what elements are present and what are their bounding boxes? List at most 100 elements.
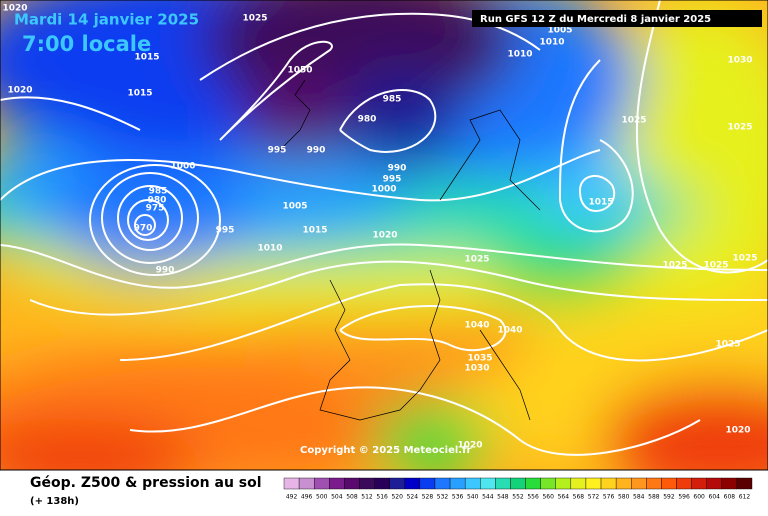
scale-label: 588 (648, 494, 660, 501)
scale-swatch (540, 477, 556, 490)
scale-swatch (570, 477, 587, 490)
isobar-label: 990 (156, 266, 175, 276)
scale-swatch (434, 477, 451, 490)
isobar-label: 1040 (464, 321, 489, 331)
isobar-label: 1010 (257, 244, 282, 254)
forecast-time: 7:00 locale (22, 32, 151, 56)
isobars (0, 0, 768, 456)
scale-swatch (615, 477, 632, 490)
copyright: Copyright © 2025 Meteociel.fr (300, 445, 471, 456)
isobar-label: 1025 (662, 261, 687, 271)
scale-swatch (480, 477, 496, 490)
isobar-label: 980 (148, 196, 167, 206)
scale-label: 512 (361, 494, 373, 501)
scale-swatch (329, 477, 345, 490)
footer-title: Géop. Z500 & pression au sol (30, 475, 262, 491)
scale-label: 492 (286, 494, 298, 501)
scale-swatch (464, 477, 481, 490)
footer-lead: (+ 138h) (30, 496, 79, 507)
isobar-label: 1040 (497, 326, 522, 336)
isobar-label: 1000 (170, 162, 195, 172)
scale-label: 572 (588, 494, 600, 501)
scale-label: 540 (467, 494, 479, 501)
isobar-label: 1015 (588, 198, 613, 208)
coastlines (279, 79, 541, 421)
scale-swatch (721, 477, 738, 490)
isobar-label: 1030 (727, 56, 752, 66)
run-info: Run GFS 12 Z du Mercredi 8 janvier 2025 (480, 14, 711, 25)
isobar-label: 1010 (539, 38, 564, 48)
isobar-label: 1025 (732, 254, 757, 264)
isobar-label: 1020 (725, 426, 750, 436)
scale-label: 496 (301, 494, 313, 501)
scale-swatch (283, 477, 300, 490)
scale-swatch (313, 477, 330, 490)
isobar-label: 990 (388, 164, 407, 174)
isobar-label: 1015 (127, 89, 152, 99)
scale-label: 576 (603, 494, 615, 501)
scale-swatch (374, 477, 390, 490)
scale-swatch (344, 477, 360, 490)
isobar-label: 1000 (371, 185, 396, 195)
scale-swatch (661, 477, 677, 490)
forecast-date: Mardi 14 janvier 2025 (14, 11, 199, 29)
scale-swatch (646, 477, 662, 490)
isobar-label: 1020 (457, 441, 482, 451)
scale-label: 548 (497, 494, 509, 501)
scale-swatch (298, 477, 315, 490)
scale-label: 604 (709, 494, 721, 501)
isobar-label: 995 (383, 175, 402, 185)
isobar-label: 1005 (547, 26, 572, 36)
scale-swatch (706, 477, 723, 490)
isobar-label: 970 (134, 224, 153, 234)
scale-label: 508 (346, 494, 358, 501)
scale-label: 536 (452, 494, 464, 501)
scale-label: 544 (482, 494, 494, 501)
scale-label: 608 (724, 494, 736, 501)
scale-swatch (691, 477, 707, 490)
isobar-label: 1020 (7, 86, 32, 96)
isobar-label: 1020 (372, 231, 397, 241)
scale-label: 568 (573, 494, 585, 501)
isobar-label: 995 (268, 146, 287, 156)
scale-label: 500 (316, 494, 328, 501)
scale-label: 600 (693, 494, 705, 501)
isobar-label: 1025 (703, 261, 728, 271)
scale-label: 520 (391, 494, 403, 501)
isobar-label: 975 (146, 204, 165, 214)
scale-swatch (510, 477, 526, 490)
scale-label: 532 (437, 494, 449, 501)
scale-label: 560 (542, 494, 554, 501)
isobar-label: 1005 (282, 202, 307, 212)
scale-label: 516 (376, 494, 388, 501)
isobar-label: 995 (216, 226, 235, 236)
isobar-label: 985 (383, 95, 402, 105)
isobar-label: 1025 (621, 116, 646, 126)
scale-swatch (600, 477, 617, 490)
scale-label: 592 (663, 494, 675, 501)
scale-swatch (419, 477, 436, 490)
isobar-label: 1015 (302, 226, 327, 236)
scale-label: 524 (407, 494, 419, 501)
isobar-labels: 1020102510151015102010101010100510309859… (2, 4, 757, 451)
scale-label: 564 (558, 494, 570, 501)
scale-label: 596 (678, 494, 690, 501)
scale-label: 552 (512, 494, 524, 501)
scale-label: 580 (618, 494, 630, 501)
scale-swatch (359, 477, 375, 490)
run-box (472, 10, 762, 27)
scale-swatch (676, 477, 692, 490)
scale-swatch (736, 477, 753, 490)
scale-label: 612 (739, 494, 751, 501)
scale-swatch (495, 477, 511, 490)
scale-label: 528 (422, 494, 434, 501)
isobar-label: 1050 (287, 66, 312, 76)
isobar-label: 1010 (507, 50, 532, 60)
scale-swatch (389, 477, 405, 490)
isobar-label: 985 (149, 187, 168, 197)
isobar-label: 1025 (715, 340, 740, 350)
color-scale: 492 496 500 504 508 512 516 520 524 528 532 536 540 5… (283, 477, 753, 501)
isobar-label: 1015 (134, 53, 159, 63)
